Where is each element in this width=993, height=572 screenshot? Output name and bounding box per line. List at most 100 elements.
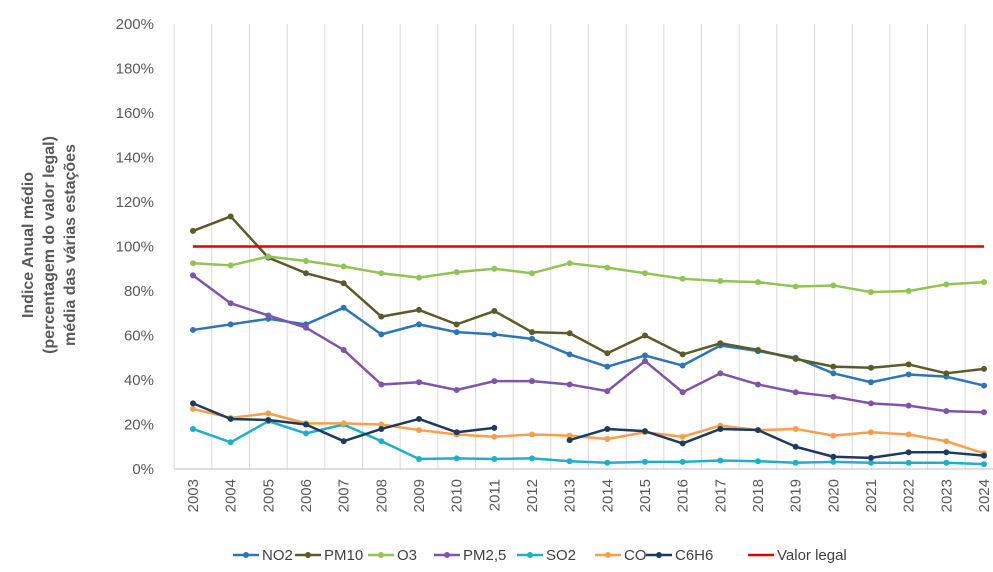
legend-item: PM2,5: [434, 547, 506, 564]
data-point: [830, 363, 837, 370]
data-point: [642, 358, 648, 365]
data-point: [868, 454, 874, 461]
series-line: [192, 215, 985, 375]
x-tick-label: 2020: [825, 479, 842, 512]
data-point: [190, 425, 196, 432]
data-point: [416, 274, 422, 281]
data-point: [905, 288, 912, 294]
y-tick-label: 100%: [116, 239, 154, 256]
legend-label: C6H6: [675, 547, 713, 564]
legend-marker: [527, 552, 533, 558]
legend-marker: [243, 552, 249, 558]
data-point: [981, 279, 987, 286]
legend-item: CO: [595, 547, 647, 564]
legend-item: O3: [368, 547, 417, 564]
data-point: [755, 381, 761, 388]
y-axis-ticks: 0% 20% 40% 60% 80% 100% 120% 140% 160% 180% 200%: [116, 16, 154, 478]
series-line: [192, 419, 985, 466]
x-tick-label: 2015: [637, 479, 654, 512]
data-point: [868, 400, 874, 407]
legend-item: NO2: [233, 547, 293, 564]
y-tick-label: 80%: [124, 283, 154, 300]
data-point: [717, 425, 724, 432]
data-point: [303, 257, 309, 264]
data-point: [529, 431, 535, 438]
y-tick-label: 160%: [116, 105, 154, 122]
data-point: [453, 387, 460, 394]
data-point: [265, 253, 272, 260]
data-point: [830, 393, 837, 400]
data-point: [378, 270, 385, 277]
x-tick-label: 2022: [901, 479, 918, 512]
data-point: [491, 424, 498, 431]
y-tick-label: 180%: [116, 61, 154, 78]
data-point: [981, 409, 987, 416]
series-group: [190, 213, 987, 468]
x-tick-label: 2010: [449, 479, 466, 512]
data-point: [265, 417, 272, 424]
data-point: [378, 313, 385, 320]
data-point: [905, 449, 912, 456]
legend-marker: [656, 552, 662, 558]
data-point: [566, 432, 573, 439]
data-point: [190, 272, 196, 279]
data-point: [566, 437, 573, 444]
data-point: [830, 432, 837, 439]
data-point: [679, 275, 686, 282]
data-point: [566, 351, 573, 358]
data-point: [868, 289, 874, 296]
data-point: [491, 265, 498, 272]
legend-marker: [444, 552, 450, 558]
data-point: [981, 452, 987, 459]
legend-marker: [605, 552, 611, 558]
x-tick-label: 2006: [298, 479, 315, 512]
data-point: [792, 283, 799, 290]
data-point: [642, 458, 648, 465]
x-tick-label: 2012: [524, 479, 541, 512]
legend-label: SO2: [546, 547, 576, 564]
data-point: [642, 332, 648, 339]
data-point: [981, 382, 987, 389]
data-point: [378, 425, 385, 432]
data-point: [491, 308, 498, 315]
x-tick-label: 2008: [373, 479, 390, 512]
data-point: [340, 304, 347, 311]
data-point: [679, 458, 686, 465]
data-point: [981, 461, 987, 468]
data-point: [416, 379, 422, 386]
x-tick-label: 2003: [185, 479, 202, 512]
data-point: [340, 346, 347, 353]
data-point: [755, 346, 761, 353]
y-tick-label: 0%: [132, 461, 154, 478]
data-point: [868, 459, 874, 466]
data-point: [378, 331, 385, 338]
y-tick-label: 20%: [124, 417, 154, 434]
series-pm2-5: [190, 272, 987, 416]
data-point: [830, 453, 837, 460]
legend-label: PM2,5: [463, 547, 506, 564]
x-tick-label: 2023: [938, 479, 955, 512]
y-tick-label: 60%: [124, 328, 154, 345]
data-point: [491, 433, 498, 440]
data-point: [453, 329, 460, 336]
x-tick-label: 2017: [712, 479, 729, 512]
x-tick-label: 2018: [750, 479, 767, 512]
data-point: [679, 362, 686, 369]
data-point: [190, 405, 196, 412]
data-point: [679, 433, 686, 440]
data-point: [265, 410, 272, 417]
x-tick-label: 2009: [411, 479, 428, 512]
data-point: [190, 326, 196, 333]
legend-label: CO: [624, 547, 647, 564]
data-point: [227, 262, 234, 269]
x-tick-label: 2021: [863, 479, 880, 512]
data-point: [340, 438, 347, 445]
data-point: [792, 443, 799, 450]
y-axis-label: Indice Anual médio (percentagem do valor…: [20, 136, 79, 354]
data-point: [792, 389, 799, 396]
data-point: [679, 351, 686, 358]
data-point: [792, 459, 799, 466]
series-line: [192, 306, 985, 387]
data-point: [792, 425, 799, 432]
